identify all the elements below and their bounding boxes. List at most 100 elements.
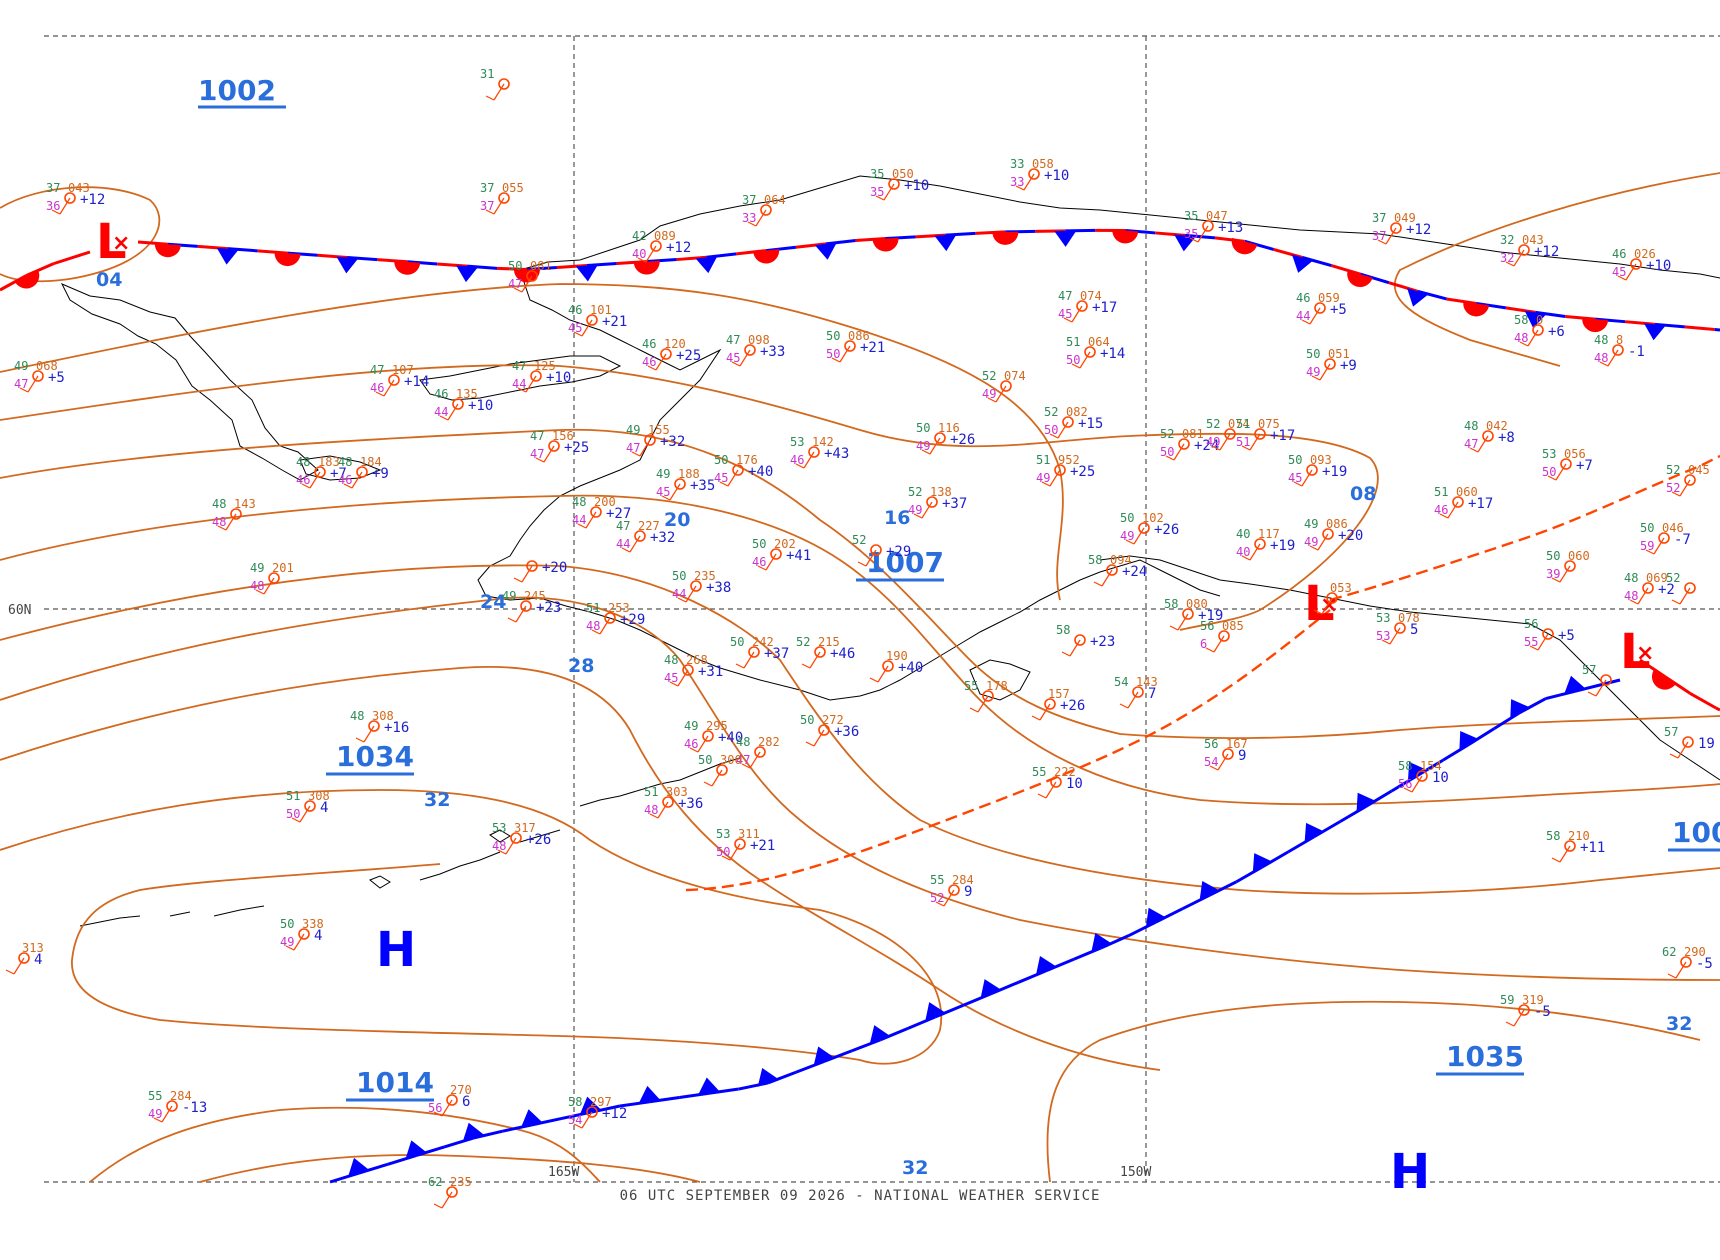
station-pressure: 143 [234, 497, 256, 511]
station-tendency: +21 [860, 340, 885, 356]
station-pressure: 188 [678, 467, 700, 481]
station-pressure: 043 [1522, 233, 1544, 247]
wind-barb-flag [1165, 455, 1175, 461]
station-circle [888, 178, 900, 190]
wind-barb [697, 735, 709, 753]
station-circle [1074, 634, 1086, 646]
station-dewpoint: 46 [1434, 503, 1448, 517]
warm-front-semicircle [1112, 229, 1139, 244]
station-pressure: 235 [450, 1175, 472, 1189]
station-plot: 46 059 44 +5 [1296, 291, 1347, 325]
station-pressure: 081 [1182, 427, 1204, 441]
station-circle [166, 1100, 178, 1112]
isobar-label: 08 [1350, 483, 1376, 505]
station-circle [510, 832, 522, 844]
cold-front-triangle [1252, 853, 1272, 873]
station-tendency: 10 [1432, 770, 1449, 786]
station-plot: 51 060 46 +17 [1434, 485, 1493, 519]
station-tendency: +10 [1044, 168, 1069, 184]
station-temp: 48 [572, 495, 586, 509]
station-pressure: 056 [1564, 447, 1586, 461]
station-tendency: -13 [182, 1100, 207, 1116]
station-temp: 32 [1500, 233, 1514, 247]
station-pressure: 051 [1328, 347, 1350, 361]
station-pressure: 222 [1054, 765, 1076, 779]
station-circle [1684, 582, 1696, 594]
isobar-label: 28 [568, 655, 594, 677]
front-line-segment [1684, 325, 1715, 332]
station-temp: 50 [916, 421, 930, 435]
cold-front-triangle [1643, 323, 1666, 341]
station-temp: 58 [1164, 597, 1178, 611]
wind-barb [639, 439, 651, 457]
station-plot: 47 227 44 +32 [616, 519, 675, 553]
station-circle [690, 580, 702, 592]
station-tendency: 4 [34, 952, 42, 968]
station-tendency: +12 [666, 240, 691, 256]
warm-front-semicircle [992, 231, 1019, 245]
station-dewpoint: 45 [664, 671, 678, 685]
cold-front-triangle [336, 256, 359, 274]
station-dewpoint: 49 [148, 1107, 162, 1121]
station-plot: 49 201 48 [250, 561, 294, 595]
wind-barb [929, 437, 941, 455]
station-temp: 58 [1398, 759, 1412, 773]
station-dewpoint: 45 [1288, 471, 1302, 485]
front-line-segment [1244, 239, 1275, 251]
wind-barb-flag [1031, 715, 1041, 721]
station-circle [734, 838, 746, 850]
station-temp: 50 [730, 635, 744, 649]
station-temp: 53 [492, 821, 506, 835]
station-temp: 50 [714, 453, 728, 467]
station-dewpoint: 33 [742, 211, 756, 225]
station-pressure: 082 [1066, 405, 1088, 419]
station-plot: 42 089 40 +12 [632, 229, 691, 263]
station-pressure: 215 [818, 635, 840, 649]
station-plot: 58 +23 [1056, 623, 1115, 657]
station-dewpoint: 47 [14, 377, 28, 391]
station-temp: 51 [586, 601, 600, 615]
wind-barb [599, 617, 611, 635]
station-plot: 48 308+16 [350, 709, 409, 743]
front-line-segment [1639, 658, 1666, 678]
station-pressure: 045 [1688, 463, 1710, 477]
wind-barb-flag [255, 589, 265, 595]
station-plot: 47 074 45 +17 [1058, 289, 1117, 323]
station-circle [1202, 220, 1214, 232]
pressure-value-1002: 1002 [198, 74, 276, 107]
station-dewpoint: 48 [1594, 351, 1608, 365]
front-line-segment [1603, 678, 1621, 686]
station-tendency: +29 [620, 612, 645, 628]
wind-barb-flag [935, 901, 945, 907]
station-circle [586, 1106, 598, 1118]
cold-front-triangle [698, 1077, 720, 1095]
front-line-segment [197, 244, 228, 251]
station-tendency: +27 [606, 506, 631, 522]
station-plot: 51 253 48 +29 [586, 601, 645, 635]
wind-barb-flag [485, 209, 495, 215]
station-plot: 58 154 56 10 [1398, 759, 1449, 793]
wind-barb-flag [535, 457, 545, 463]
station-dewpoint: 46 [338, 473, 352, 487]
warm-front-semicircle [1651, 669, 1676, 690]
station-plot: 53 311 50 +21 [716, 827, 775, 861]
cold-front-triangle [1459, 730, 1479, 751]
isobar-1002 [0, 186, 161, 283]
station-dewpoint: 47 [1464, 437, 1478, 451]
isobar-1032 [0, 789, 943, 1065]
wind-barb [1477, 435, 1489, 453]
station-pressure: 8 [1616, 333, 1623, 347]
wind-barb-flag [1439, 513, 1449, 519]
wind-barb [1045, 781, 1057, 799]
wind-barb-flag [1671, 599, 1681, 605]
station-plot: 52 081 50 +24 [1160, 427, 1219, 461]
cold-front-triangle [348, 1157, 370, 1177]
station-tendency: +10 [468, 398, 493, 414]
station-dewpoint: 48 [212, 515, 226, 529]
station-pressure: 078 [1398, 611, 1420, 625]
station-dewpoint: 49 [1036, 471, 1050, 485]
station-plot: 50 272+36 [800, 713, 859, 747]
station-pressure: 074 [1080, 289, 1102, 303]
